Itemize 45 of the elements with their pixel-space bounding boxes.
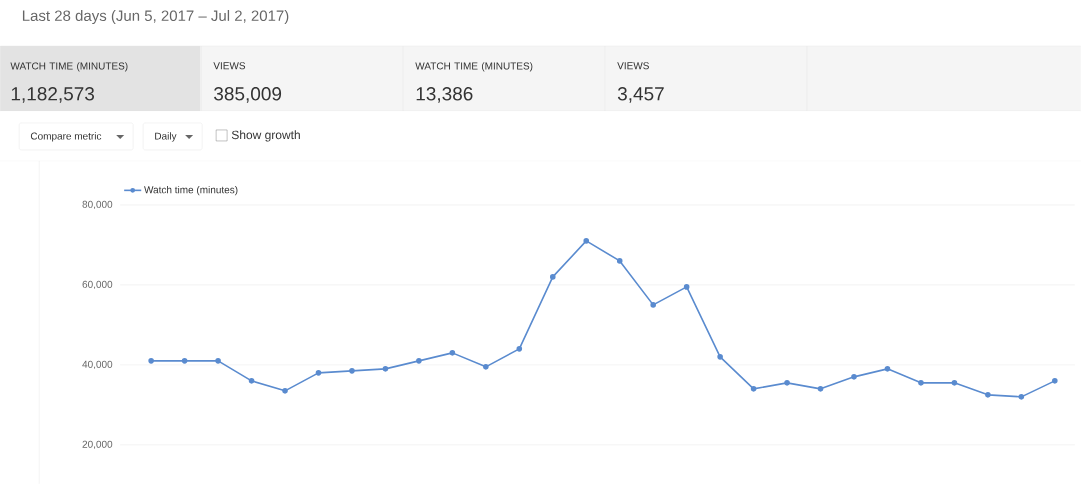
text: WATCH TIME (MINUTES)	[415, 62, 533, 72]
text: 3,457	[617, 87, 664, 103]
point	[918, 380, 924, 386]
point	[248, 378, 255, 384]
point	[449, 350, 456, 356]
text: WATCH TIME (MINUTES)	[10, 62, 128, 72]
text: Daily	[155, 132, 177, 142]
point	[784, 380, 790, 386]
point	[416, 358, 422, 364]
point	[349, 368, 355, 374]
point	[616, 258, 623, 264]
point	[215, 358, 221, 364]
point	[851, 374, 857, 380]
text: VIEWS	[213, 62, 246, 70]
text: Compare metric	[30, 132, 102, 142]
point	[817, 386, 824, 392]
point	[282, 388, 288, 394]
point	[516, 346, 523, 352]
point	[181, 358, 188, 364]
y-tick-label: 60,000	[82, 280, 113, 290]
point	[951, 380, 958, 386]
point	[483, 364, 489, 370]
text: 13,386	[416, 87, 473, 103]
point	[148, 358, 154, 364]
y-tick-label: 80,000	[82, 200, 113, 210]
point	[750, 386, 757, 392]
point	[717, 354, 723, 360]
point	[549, 274, 556, 280]
legend-label: Watch time (minutes)	[144, 185, 238, 196]
point	[985, 392, 991, 398]
y-tick-label: 20,000	[82, 440, 113, 449]
point	[315, 370, 322, 376]
text: 1,182,573	[11, 87, 95, 103]
point	[583, 238, 590, 244]
chart-title: Last 28 days (Jun 5, 2017 – Jul 2, 2017)	[22, 10, 289, 24]
point	[382, 366, 389, 372]
point	[650, 302, 656, 308]
point	[884, 366, 891, 372]
point	[1052, 378, 1058, 384]
text: Show growth	[231, 130, 300, 142]
text: 385,009	[214, 87, 282, 103]
point	[1018, 394, 1025, 400]
point	[683, 284, 690, 290]
y-tick-label: 40,000	[82, 360, 113, 369]
text: VIEWS	[617, 62, 649, 70]
